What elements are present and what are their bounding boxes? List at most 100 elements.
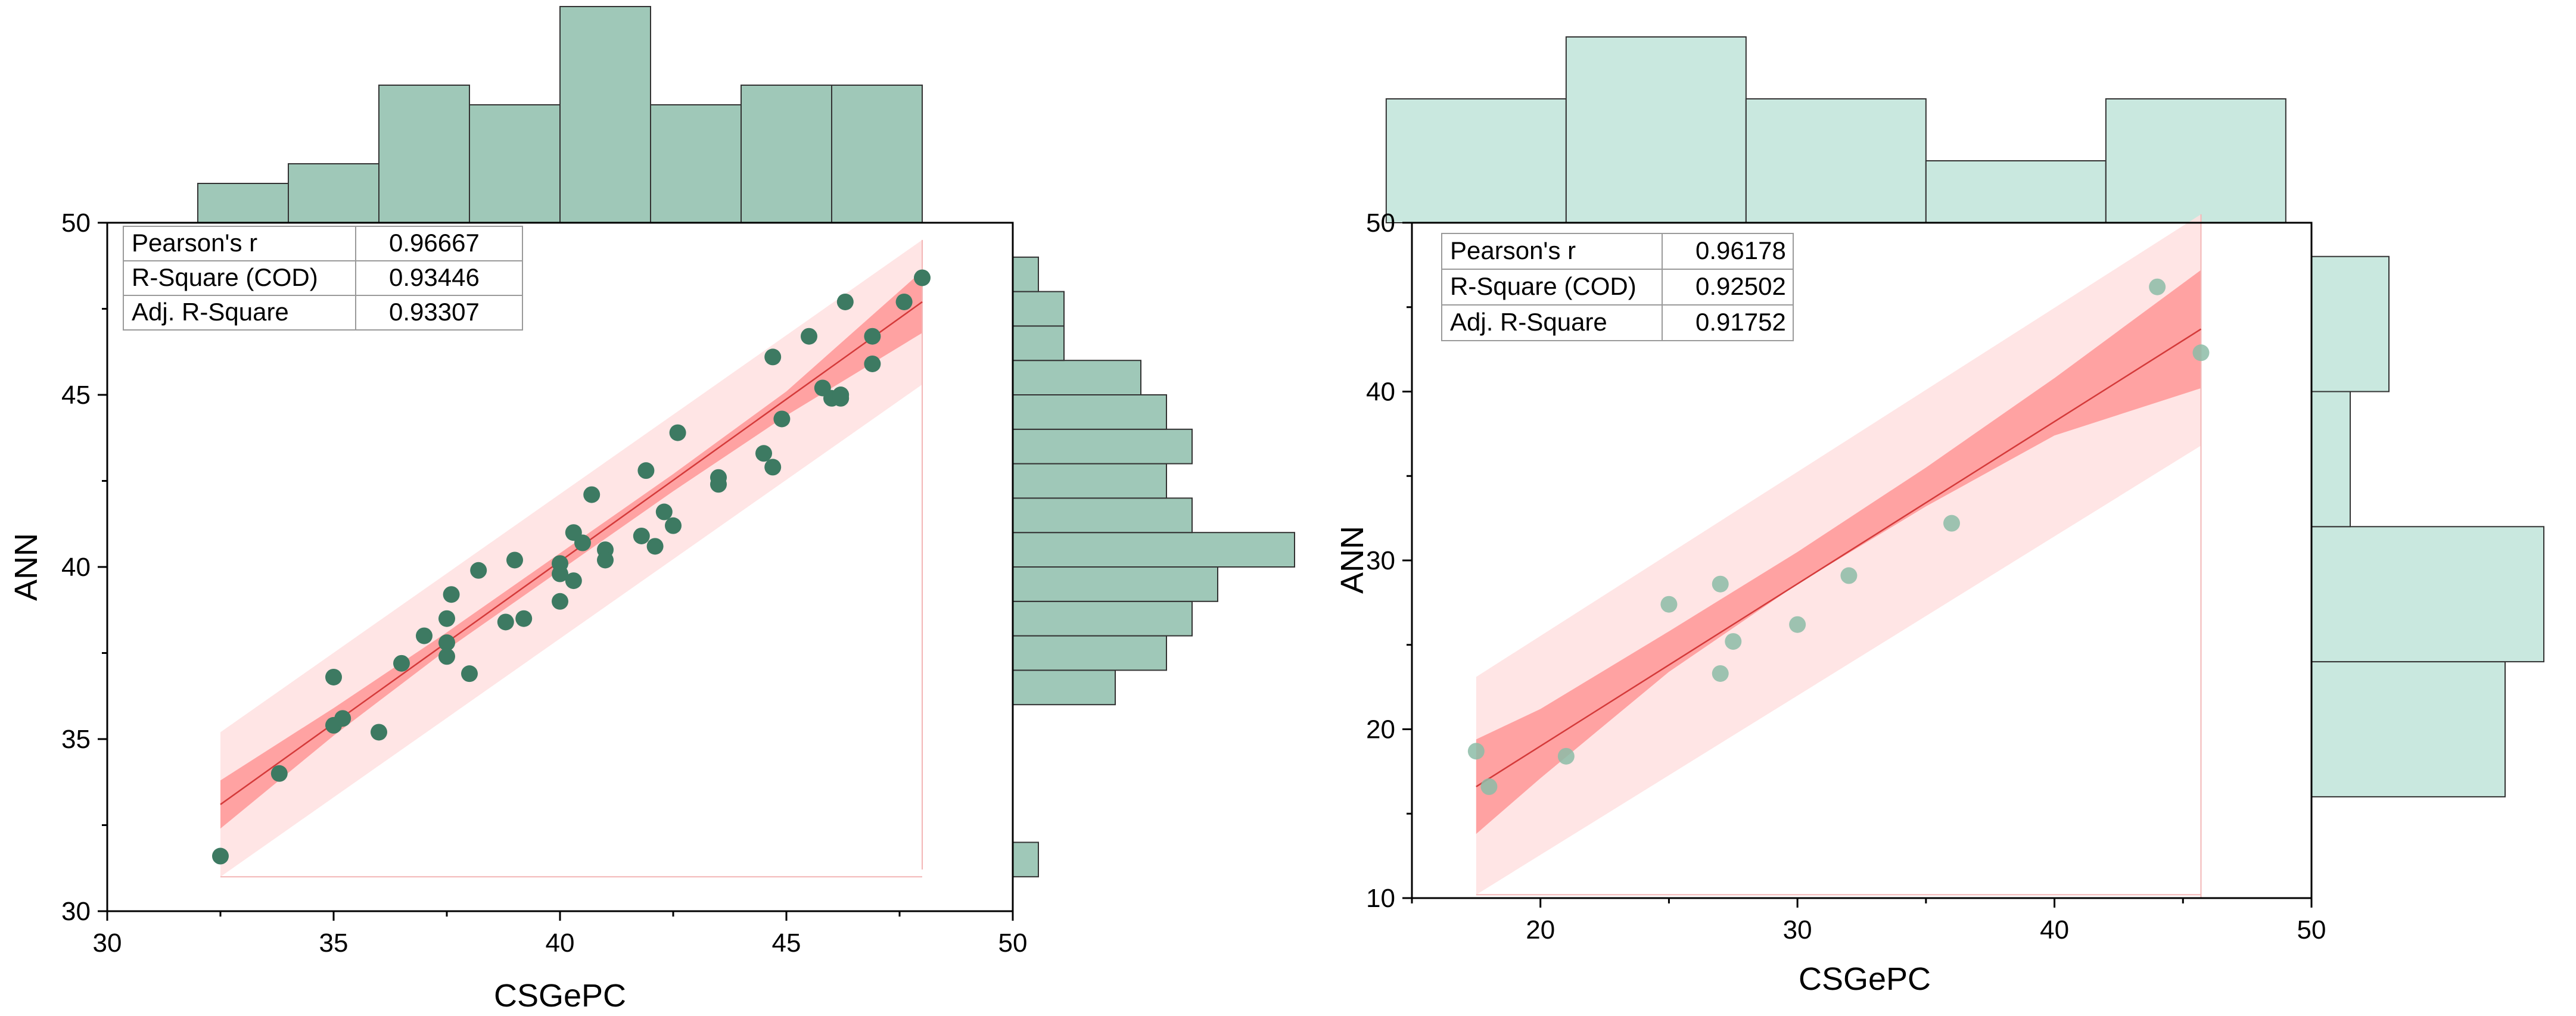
data-point (565, 572, 582, 590)
x-axis-title: CSGePC (1799, 961, 1931, 997)
data-point (1660, 596, 1678, 613)
x-tick-label: 20 (1526, 915, 1555, 945)
stats-table: Pearson's r 0.96178 R-Square (COD) 0.92502 A… (1441, 233, 1794, 341)
confidence-band (220, 270, 922, 829)
right-histogram-bar (2311, 391, 2351, 528)
data-point (836, 293, 854, 310)
top-histogram-bar (1745, 98, 1927, 223)
right-histogram-bar (1012, 635, 1167, 671)
data-point (710, 476, 727, 493)
data-point (1840, 567, 1858, 584)
data-point (764, 459, 782, 476)
data-point (2192, 344, 2210, 361)
stat-value: 0.91752 (1695, 308, 1786, 336)
y-tick-label: 10 (1366, 884, 1395, 913)
x-tick-label: 45 (772, 928, 801, 958)
data-point (2149, 278, 2166, 295)
data-point (416, 627, 433, 644)
data-point (633, 527, 650, 544)
stat-value: 0.96667 (389, 229, 480, 257)
y-axis: 30 35 40 45 50 (61, 208, 107, 926)
x-tick-label: 40 (2040, 915, 2069, 945)
right-histogram-bar (1012, 532, 1295, 568)
right-histogram (1012, 256, 1295, 878)
data-point (764, 348, 782, 366)
top-histogram-bar (1925, 160, 2107, 223)
data-points (212, 269, 931, 865)
data-point (669, 424, 686, 441)
stat-label: R-Square (COD) (1450, 272, 1637, 300)
data-point (334, 710, 351, 727)
data-point (646, 538, 664, 555)
y-tick-label: 30 (1366, 546, 1395, 575)
data-point (552, 555, 568, 572)
data-point (438, 610, 455, 627)
left-marginal-scatter-plot: 30 35 40 45 50 30 35 40 45 50 CSGePC ANN Pearson's r… (8, 6, 1295, 1014)
top-histogram-bar (469, 104, 561, 223)
y-tick-label: 50 (61, 208, 91, 238)
right-histogram-bar (2311, 526, 2544, 663)
stats-table-frame (1441, 233, 1794, 341)
data-point (371, 724, 387, 741)
x-tick-label: 30 (93, 928, 122, 958)
right-histogram-bar (2311, 661, 2506, 797)
stat-label: Adj. R-Square (1450, 308, 1607, 336)
data-point (1712, 665, 1729, 682)
data-point (497, 613, 514, 631)
data-point (597, 551, 614, 569)
data-point (443, 586, 460, 603)
data-point (864, 355, 881, 372)
data-point (461, 665, 478, 682)
top-histogram-bar (831, 85, 923, 223)
data-point (552, 593, 568, 610)
right-histogram-bar (1012, 428, 1193, 465)
data-point (1557, 747, 1575, 765)
data-point (583, 486, 601, 503)
top-histogram-bar (288, 163, 379, 223)
stat-label: Adj. R-Square (132, 298, 289, 326)
top-histogram-bar (197, 183, 289, 223)
x-axis-title: CSGePC (494, 978, 626, 1014)
data-point (1725, 633, 1742, 650)
data-point (637, 462, 655, 479)
right-histogram-bar (1012, 600, 1193, 637)
data-point (655, 503, 673, 521)
right-histogram-bar (1012, 566, 1218, 602)
top-histogram-bar (2105, 98, 2286, 223)
top-histogram-bar (378, 85, 470, 223)
confidence-band (1476, 270, 2201, 834)
x-tick-label: 50 (2297, 915, 2326, 945)
y-tick-label: 35 (61, 725, 91, 754)
top-histogram-bar (559, 6, 651, 223)
data-point (438, 634, 455, 652)
right-histogram (2311, 255, 2544, 797)
right-histogram-bar (1012, 360, 1141, 396)
right-histogram-bar (1012, 669, 1116, 706)
top-histogram-bar (1565, 36, 1747, 223)
stat-label: R-Square (COD) (132, 263, 318, 291)
stat-label: Pearson's r (132, 229, 257, 257)
top-histogram-bar (741, 85, 832, 223)
top-histogram (1385, 36, 2286, 223)
right-histogram-bar (1012, 463, 1167, 499)
stat-value: 0.93446 (389, 263, 480, 291)
stat-value: 0.92502 (1695, 272, 1786, 300)
data-point (506, 551, 523, 569)
x-axis: 30 35 40 45 50 (93, 911, 1027, 958)
data-point (665, 517, 682, 534)
data-point (801, 328, 817, 345)
data-point (755, 445, 772, 462)
data-point (574, 534, 591, 551)
data-point (438, 648, 455, 665)
right-histogram-bar (1012, 325, 1065, 361)
data-point (270, 765, 288, 782)
data-point (393, 655, 410, 672)
x-tick-label: 40 (546, 928, 575, 958)
stats-table: Pearson's r 0.96667 R-Square (COD) 0.93446 A… (123, 226, 523, 331)
x-tick-label: 35 (319, 928, 349, 958)
stat-value: 0.93307 (389, 298, 480, 326)
right-marginal-scatter-plot: 20 30 40 50 10 20 30 40 50 CSGePC ANN Pearson's r 0.… (1334, 36, 2544, 997)
data-points (1467, 278, 2210, 795)
data-point (1712, 575, 1729, 593)
fit-line (1476, 328, 2202, 787)
